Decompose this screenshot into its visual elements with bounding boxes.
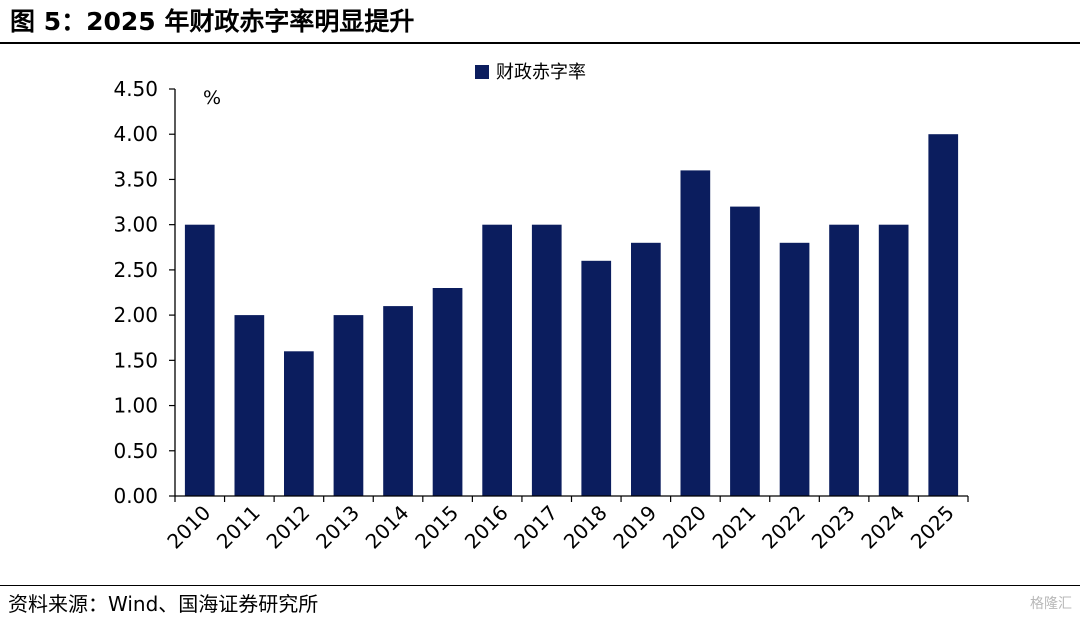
y-tick-label: 4.00: [113, 122, 158, 146]
bar-2012: [284, 351, 314, 496]
y-tick-label: 2.50: [113, 258, 158, 282]
x-tick-label: 2020: [658, 501, 711, 554]
bar-2016: [482, 224, 512, 496]
bar-2025: [928, 134, 959, 496]
x-tick-label: 2016: [460, 501, 513, 554]
axes-group: [169, 88, 969, 502]
y-tick-label: 2.00: [113, 303, 158, 327]
y-axis-unit: %: [203, 87, 221, 109]
x-tick-label: 2025: [906, 501, 959, 554]
bar-2021: [730, 206, 760, 496]
watermark-logo: 格隆汇: [1030, 596, 1072, 612]
x-tick-label: 2013: [311, 501, 364, 554]
bar-2018: [581, 260, 612, 496]
y-tick-label: 4.50: [113, 77, 158, 101]
x-tick-labels: 2010201120122013201420152016201720182019…: [162, 501, 958, 554]
footer-divider: [0, 585, 1080, 586]
bar-2017: [531, 224, 562, 496]
bar-chart: 财政赤字率 % 0.00 0.50 1.00 1.50 2.00 2.50 3.00 3.50…: [113, 62, 969, 554]
x-tick-label: 2021: [708, 501, 761, 554]
y-tick-label: 3.50: [113, 167, 158, 191]
bar-2013: [333, 315, 364, 496]
x-tick-label: 2012: [261, 501, 314, 554]
y-tick-label: 1.00: [113, 394, 158, 418]
bar-2010: [184, 224, 215, 496]
bar-2019: [631, 242, 661, 496]
x-tick-label: 2018: [559, 501, 612, 554]
source-note: 资料来源：Wind、国海证券研究所: [8, 592, 319, 616]
bar-2020: [680, 170, 711, 496]
x-tick-label: 2011: [212, 501, 265, 554]
bar-2024: [878, 224, 909, 496]
figure-title: 图 5：2025 年财政赤字率明显提升: [10, 7, 415, 36]
y-tick-label: 0.50: [113, 439, 158, 463]
x-tick-label: 2022: [757, 501, 810, 554]
y-tick-label: 1.50: [113, 348, 158, 372]
bar-2014: [383, 306, 413, 496]
bar-2023: [829, 224, 859, 496]
x-tick-label: 2024: [856, 501, 909, 554]
y-tick-label: 0.00: [113, 484, 158, 508]
x-tick-label: 2014: [361, 501, 414, 554]
legend-label: 财政赤字率: [496, 62, 586, 83]
y-tick-label: 3.00: [113, 213, 158, 237]
bar-2022: [779, 242, 810, 496]
y-tick-labels: 0.00 0.50 1.00 1.50 2.00 2.50 3.00 3.50 4.00 4.50: [113, 77, 158, 508]
legend-swatch: [475, 65, 489, 79]
bar-2015: [432, 288, 463, 496]
title-divider: [0, 42, 1080, 44]
chart-legend: 财政赤字率: [475, 62, 586, 83]
bar-2011: [234, 315, 265, 496]
x-tick-label: 2023: [807, 501, 860, 554]
x-tick-label: 2017: [509, 501, 562, 554]
x-tick-label: 2019: [608, 501, 661, 554]
x-tick-label: 2010: [162, 501, 215, 554]
bars-group: [184, 134, 959, 496]
x-tick-label: 2015: [410, 501, 463, 554]
